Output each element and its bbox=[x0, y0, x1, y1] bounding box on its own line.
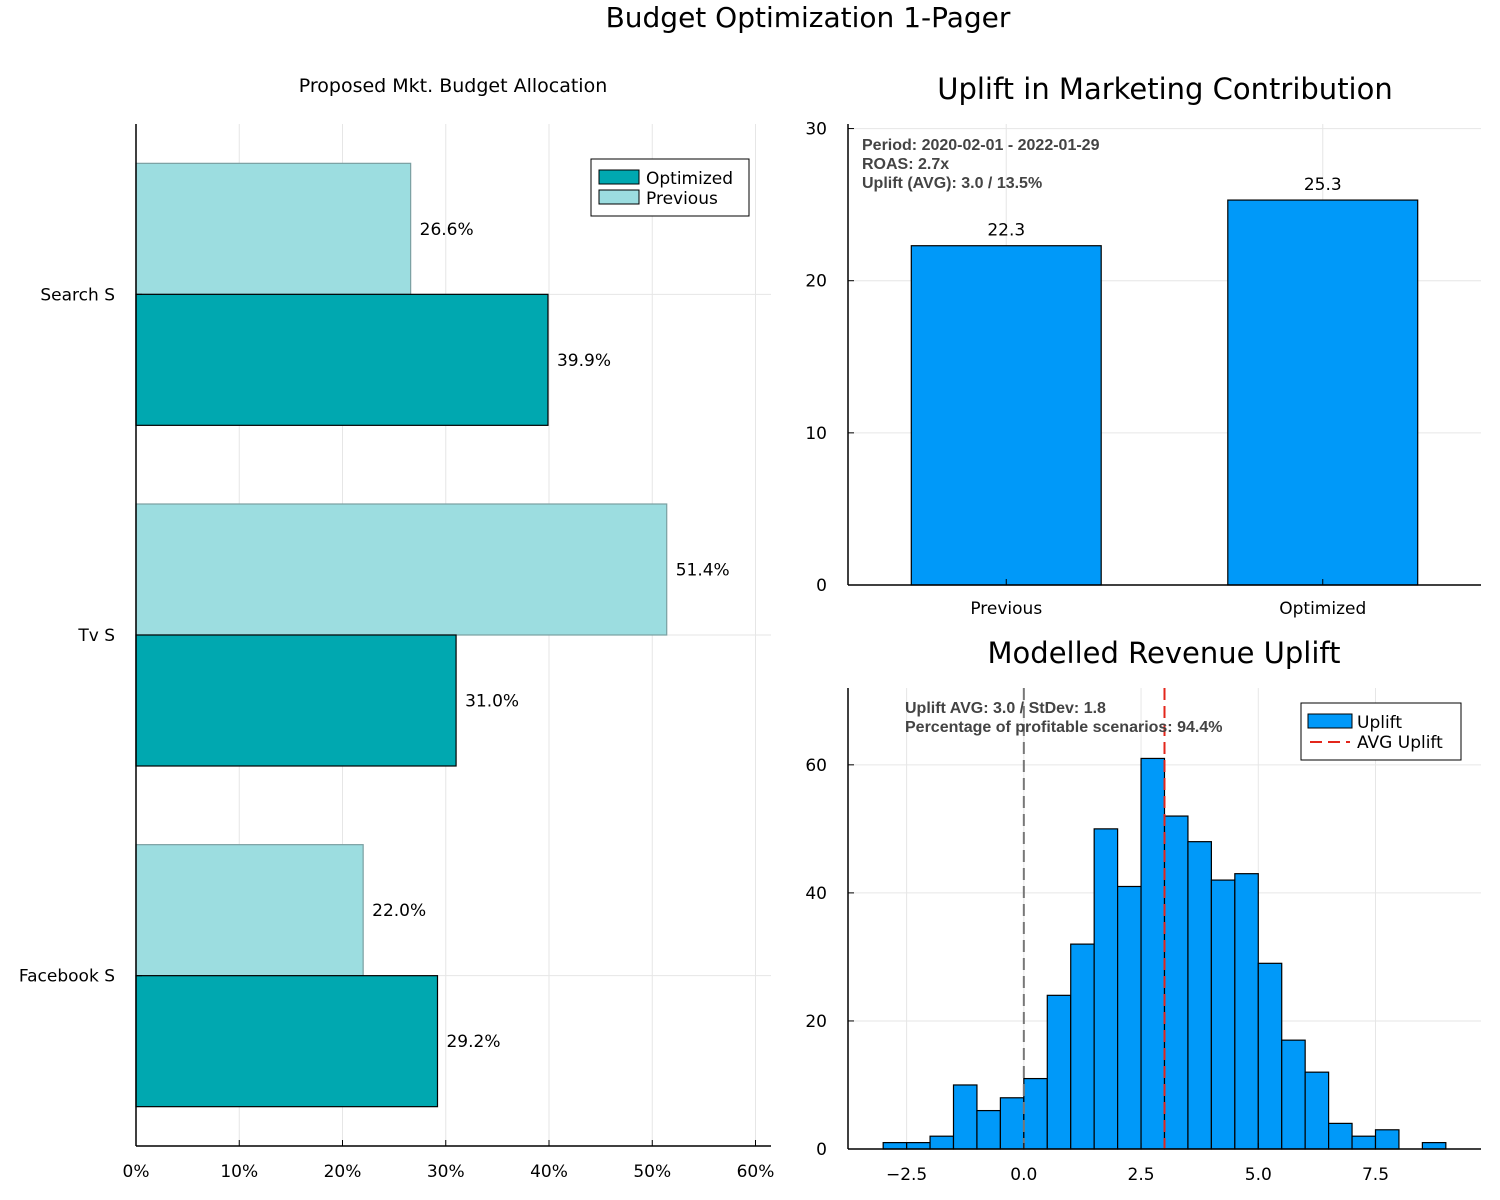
legend-swatch-optimized bbox=[598, 169, 640, 185]
bar-previous bbox=[135, 503, 668, 636]
data-label: 25.3 bbox=[1304, 175, 1342, 195]
x-tick-label: 60% bbox=[737, 1162, 775, 1182]
contribution-chart: Uplift in Marketing Contribution 22.3 25.… bbox=[805, 72, 1481, 619]
data-label-previous: 51.4% bbox=[676, 561, 730, 581]
histogram-bin bbox=[882, 1141, 908, 1150]
x-tick-label: 20% bbox=[324, 1162, 362, 1182]
contribution-title: Uplift in Marketing Contribution bbox=[937, 72, 1393, 106]
histogram-bin bbox=[1234, 873, 1259, 1150]
histogram-bin bbox=[1374, 1129, 1400, 1150]
histogram-bin bbox=[1093, 828, 1119, 1150]
figure-title: Budget Optimization 1-Pager bbox=[606, 1, 1011, 34]
legend-swatch-previous bbox=[598, 189, 640, 205]
x-tick-label: 0.0 bbox=[1010, 1165, 1037, 1185]
y-tick-label: 40 bbox=[805, 884, 827, 904]
histogram-bin bbox=[999, 1097, 1025, 1150]
legend-label-avg-uplift: AVG Uplift bbox=[1357, 733, 1443, 753]
histogram-bin bbox=[1351, 1135, 1377, 1150]
legend-label-optimized: Optimized bbox=[646, 169, 733, 189]
x-tick-label: 50% bbox=[633, 1162, 671, 1182]
category-label: Search S bbox=[40, 285, 115, 305]
x-tick-label: 5.0 bbox=[1245, 1165, 1272, 1185]
y-tick-label: 0 bbox=[816, 1140, 827, 1160]
histogram-legend: Uplift AVG Uplift bbox=[1300, 702, 1462, 761]
data-label: 22.3 bbox=[987, 221, 1025, 241]
x-tick-label: 10% bbox=[220, 1162, 258, 1182]
histogram-annotations: Uplift AVG: 3.0 / StDev: 1.8 Percentage … bbox=[905, 700, 1222, 736]
histogram-bin bbox=[1187, 841, 1212, 1150]
y-tick-label: 60 bbox=[805, 756, 827, 776]
legend-label-uplift: Uplift bbox=[1357, 713, 1402, 733]
histogram-bin bbox=[1023, 1077, 1048, 1150]
histogram-bin bbox=[929, 1135, 955, 1150]
bar-contribution bbox=[1227, 199, 1419, 586]
bar-optimized bbox=[135, 293, 549, 426]
data-label-optimized: 29.2% bbox=[446, 1032, 500, 1052]
data-label-optimized: 31.0% bbox=[465, 692, 519, 712]
data-label-optimized: 39.9% bbox=[557, 351, 611, 371]
allocation-chart: Proposed Mkt. Budget Allocation 26.6% 39.… bbox=[19, 75, 774, 1182]
y-tick-label: 0 bbox=[816, 576, 827, 596]
histogram-bin bbox=[952, 1084, 978, 1150]
bar-previous bbox=[135, 844, 364, 977]
legend-box bbox=[1300, 702, 1462, 761]
x-tick-label: 30% bbox=[427, 1162, 465, 1182]
data-label-previous: 22.0% bbox=[372, 901, 426, 921]
contribution-annotations: Period: 2020-02-01 - 2022-01-29 ROAS: 2.… bbox=[862, 137, 1100, 192]
x-tick-label: 40% bbox=[530, 1162, 568, 1182]
x-tick-label: 7.5 bbox=[1362, 1165, 1389, 1185]
allocation-title: Proposed Mkt. Budget Allocation bbox=[299, 75, 607, 97]
category-label: Facebook S bbox=[19, 967, 115, 987]
histogram-bin bbox=[1257, 962, 1283, 1150]
annotation-uplift: Uplift (AVG): 3.0 / 13.5% bbox=[862, 175, 1042, 192]
histogram-bin bbox=[976, 1109, 1001, 1150]
histogram-bin bbox=[1070, 943, 1095, 1150]
histogram-bin bbox=[1117, 885, 1142, 1150]
histogram-bin bbox=[1046, 994, 1072, 1150]
y-tick-label: 20 bbox=[805, 272, 827, 292]
histogram-title: Modelled Revenue Uplift bbox=[988, 636, 1341, 670]
histogram-bin bbox=[906, 1141, 931, 1150]
category-label: Optimized bbox=[1279, 599, 1366, 619]
uplift-histogram: Modelled Revenue Uplift −2.5 0.0 2.5 5.0 7.5… bbox=[805, 636, 1481, 1185]
histogram-bin bbox=[1163, 815, 1189, 1150]
bar-optimized bbox=[135, 975, 439, 1108]
category-label: Previous bbox=[970, 599, 1042, 619]
x-tick-label: 2.5 bbox=[1128, 1165, 1155, 1185]
data-label-previous: 26.6% bbox=[420, 220, 474, 240]
y-tick-label: 20 bbox=[805, 1012, 827, 1032]
bar-contribution bbox=[910, 245, 1102, 586]
allocation-legend: Optimized Previous bbox=[590, 158, 750, 217]
histogram-bin bbox=[1210, 879, 1236, 1150]
histogram-bin bbox=[1281, 1039, 1306, 1150]
bar-optimized bbox=[135, 634, 457, 767]
annotation-profitable: Percentage of profitable scenarios: 94.4… bbox=[905, 719, 1222, 736]
histogram-bin bbox=[1140, 757, 1166, 1150]
annotation-roas: ROAS: 2.7x bbox=[862, 156, 949, 173]
x-tick-label: 0% bbox=[123, 1162, 150, 1182]
bar-previous bbox=[135, 162, 412, 295]
y-tick-label: 10 bbox=[805, 424, 827, 444]
category-label: Tv S bbox=[77, 626, 115, 646]
histogram-bin bbox=[1421, 1141, 1447, 1150]
legend-box bbox=[590, 158, 750, 217]
x-tick-label: −2.5 bbox=[886, 1165, 927, 1185]
histogram-bin bbox=[1328, 1122, 1353, 1150]
legend-swatch-uplift bbox=[1307, 713, 1353, 729]
legend-label-previous: Previous bbox=[646, 189, 718, 209]
annotation-period: Period: 2020-02-01 - 2022-01-29 bbox=[862, 137, 1100, 154]
annotation-uplift-avg: Uplift AVG: 3.0 / StDev: 1.8 bbox=[905, 700, 1106, 717]
y-tick-label: 30 bbox=[805, 120, 827, 140]
histogram-bin bbox=[1304, 1071, 1330, 1150]
